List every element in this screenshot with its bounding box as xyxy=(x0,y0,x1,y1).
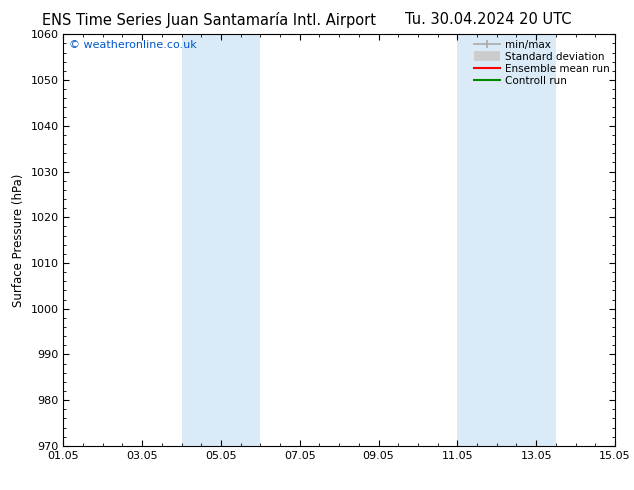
Text: © weatheronline.co.uk: © weatheronline.co.uk xyxy=(69,41,197,50)
Y-axis label: Surface Pressure (hPa): Surface Pressure (hPa) xyxy=(12,173,25,307)
Text: Tu. 30.04.2024 20 UTC: Tu. 30.04.2024 20 UTC xyxy=(405,12,571,27)
Bar xyxy=(181,34,261,446)
Text: ENS Time Series Juan Santamaría Intl. Airport: ENS Time Series Juan Santamaría Intl. Ai… xyxy=(42,12,376,28)
Legend: min/max, Standard deviation, Ensemble mean run, Controll run: min/max, Standard deviation, Ensemble me… xyxy=(470,36,613,89)
Bar xyxy=(457,34,556,446)
